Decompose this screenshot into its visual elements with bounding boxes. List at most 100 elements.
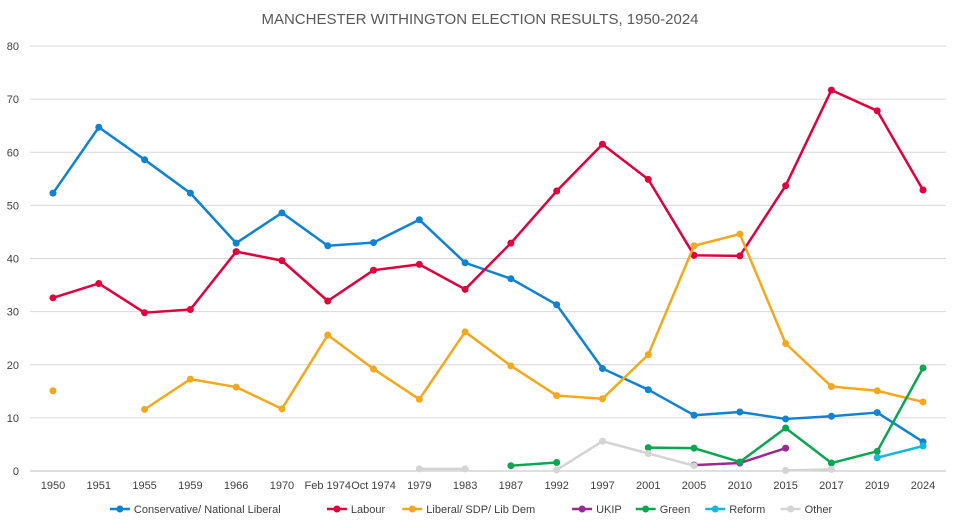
series-line-segment	[189, 377, 238, 389]
data-point	[736, 230, 744, 238]
series-line-segment	[418, 330, 467, 401]
series-line-segment	[647, 388, 696, 417]
x-tick-label: 2010	[728, 480, 752, 492]
data-point	[461, 285, 469, 293]
series-line-segment	[875, 411, 925, 444]
data-point	[324, 331, 332, 339]
data-point	[232, 248, 240, 256]
x-tick-label: 1997	[590, 480, 614, 492]
legend-item: Labour	[326, 504, 385, 516]
data-point	[415, 465, 423, 473]
y-tick-label: 70	[7, 94, 19, 106]
data-point	[736, 252, 744, 260]
series-line-segment	[692, 410, 742, 417]
series-line-segment	[51, 126, 101, 195]
series-line-segment	[234, 385, 284, 411]
y-tick-label: 40	[7, 254, 19, 266]
data-point	[507, 462, 515, 470]
legend-label: Reform	[729, 504, 765, 516]
data-point	[370, 266, 378, 274]
x-tick-label: 1955	[132, 480, 156, 492]
data-point	[873, 409, 881, 417]
series-line-segment	[418, 263, 467, 291]
series-reform	[873, 442, 927, 462]
data-point	[49, 294, 57, 302]
series-line-segment	[326, 241, 375, 247]
series-green	[507, 364, 927, 470]
series-line-segment	[97, 126, 146, 161]
data-point	[827, 383, 835, 391]
x-axis-tick-labels: 1950 1951 1955 1959 1966 1970 Feb 1974 Oct 1974…	[41, 480, 935, 492]
data-point	[49, 387, 57, 395]
series-labour	[49, 86, 927, 317]
data-point	[141, 405, 149, 413]
data-point	[919, 398, 927, 406]
series-line-segment	[463, 330, 513, 368]
data-point	[95, 123, 103, 131]
data-point	[461, 465, 469, 473]
series-line-segment	[784, 426, 833, 465]
data-point	[553, 187, 561, 195]
series-lines	[49, 86, 927, 474]
series-line-segment	[875, 444, 925, 459]
legend-swatch-marker	[116, 505, 124, 513]
legend-swatch-marker	[408, 505, 416, 513]
data-point	[644, 444, 652, 452]
data-point	[278, 257, 286, 265]
series-line-segment	[738, 232, 787, 345]
series-line-segment	[509, 189, 558, 245]
series-line-segment	[692, 461, 742, 467]
data-point	[782, 340, 790, 347]
legend-item: Reform	[705, 504, 765, 516]
x-tick-label: 1987	[499, 480, 523, 492]
data-point	[553, 392, 561, 400]
data-point	[324, 242, 332, 250]
series-line-segment	[418, 218, 467, 264]
y-tick-label: 60	[7, 147, 19, 159]
data-point	[736, 458, 744, 466]
series-line-segment	[555, 440, 604, 472]
x-tick-label: 2017	[819, 480, 843, 492]
series-line-segment	[97, 282, 146, 314]
data-point	[782, 424, 790, 432]
series-line-segment	[692, 254, 742, 258]
data-point	[827, 459, 835, 467]
series-line-segment	[509, 364, 558, 397]
data-point	[507, 239, 515, 247]
series-line-segment	[326, 268, 375, 303]
series-line-segment	[372, 367, 421, 401]
data-point	[141, 309, 149, 317]
series-line-segment	[601, 143, 650, 181]
legend-label: Conservative/ National Liberal	[134, 504, 281, 516]
data-point	[690, 242, 698, 250]
data-point	[919, 186, 927, 194]
data-point	[507, 362, 515, 370]
x-tick-label: 1979	[407, 480, 431, 492]
y-tick-label: 0	[13, 466, 19, 478]
data-point	[919, 364, 927, 372]
legend-item: Green	[635, 504, 690, 516]
series-line-segment	[647, 178, 696, 257]
series-line-segment	[509, 277, 558, 306]
y-tick-label: 10	[7, 413, 19, 425]
series-line-segment	[692, 446, 742, 464]
data-point	[690, 411, 698, 419]
data-point	[598, 437, 606, 445]
data-point	[49, 189, 57, 197]
data-point	[324, 297, 332, 305]
series-line-segment	[738, 446, 787, 465]
y-tick-label: 20	[7, 360, 19, 372]
legend-swatch-marker	[333, 505, 341, 513]
series-line-segment	[143, 158, 192, 195]
x-tick-label: 1970	[270, 480, 294, 492]
y-axis-tick-labels: 0 10 20 30 40 50 60 70 80	[7, 41, 19, 478]
data-point	[782, 182, 790, 190]
series-line-segment	[555, 394, 604, 400]
data-point	[415, 260, 423, 268]
data-point	[186, 375, 194, 383]
series-line-segment	[372, 218, 421, 244]
legend-swatch-marker	[578, 505, 586, 513]
data-point	[873, 447, 881, 455]
